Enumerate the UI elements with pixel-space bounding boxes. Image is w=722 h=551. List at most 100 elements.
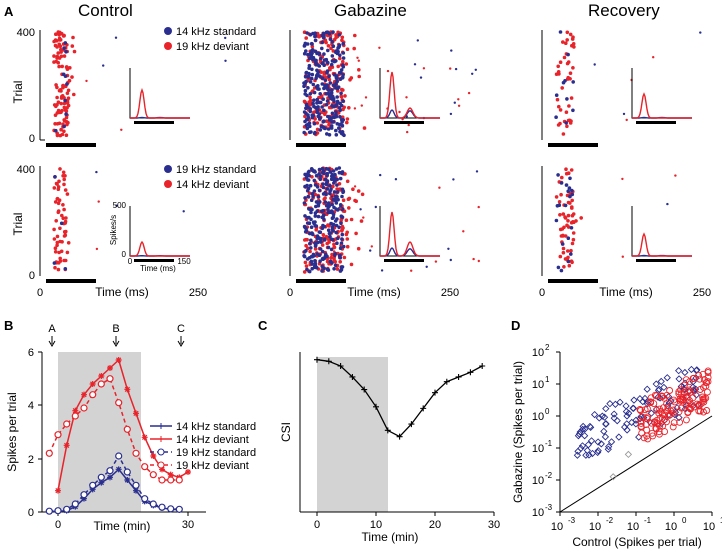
spike-dot-deviant — [53, 246, 58, 250]
spike-dot-deviant — [347, 106, 351, 110]
csi-point — [443, 378, 450, 385]
scatter-point-standard — [622, 402, 630, 410]
data-point — [72, 407, 79, 414]
spike-dot-standard — [554, 115, 558, 119]
spike-dot-standard — [334, 201, 339, 205]
scatter-point-deviant — [697, 400, 705, 408]
data-point — [54, 431, 62, 439]
spike-dot-standard — [320, 40, 325, 45]
inset-xtick-0: 0 — [128, 257, 133, 266]
spike-dot-spontaneous — [454, 67, 458, 71]
spike-dot-spontaneous — [356, 56, 359, 59]
spike-dot-standard — [306, 86, 310, 90]
spike-dot-spontaneous — [474, 68, 477, 72]
scatter-point-standard — [681, 368, 689, 377]
spike-dot-deviant — [310, 175, 314, 179]
spike-dot-standard — [313, 34, 318, 38]
spike-dot-deviant — [55, 234, 60, 239]
spike-dot-spontaneous — [95, 170, 98, 174]
spike-dot-deviant — [304, 237, 308, 242]
spike-dot-deviant — [566, 213, 571, 218]
scatter-point-deviant — [695, 371, 703, 379]
spike-dot-standard — [315, 236, 320, 241]
spike-dot-standard — [338, 203, 343, 207]
spike-dot-deviant — [55, 182, 59, 186]
spike-dot-standard — [308, 33, 313, 37]
spike-dot-deviant — [564, 110, 569, 114]
column-title-control: Control — [78, 1, 133, 20]
spike-dot-standard — [334, 75, 339, 80]
spike-dot-deviant — [64, 216, 68, 220]
spike-dot-spontaneous — [97, 200, 100, 203]
spike-dot-standard — [302, 130, 307, 135]
scatter-point-standard — [611, 400, 620, 408]
scatter-point-deviant — [665, 411, 673, 419]
spike-dot-deviant — [53, 122, 57, 126]
spike-dot-standard — [568, 176, 572, 181]
scatter-point-deviant — [644, 413, 652, 421]
spike-dot-deviant — [354, 231, 358, 236]
csi-point — [420, 405, 427, 412]
scatter-point-standard — [677, 382, 685, 391]
spike-dot-deviant — [302, 270, 307, 274]
spike-dot-deviant — [71, 35, 75, 40]
spike-dot-standard — [331, 215, 336, 220]
spike-dot-spontaneous — [362, 216, 365, 219]
ytick-label-d: 10 — [532, 347, 544, 359]
spike-dot-standard — [336, 236, 340, 241]
scatter-point-deviant — [654, 420, 662, 428]
scatter-point-standard — [625, 409, 633, 417]
spike-dot-deviant — [62, 207, 66, 212]
spike-dot-deviant — [55, 39, 59, 43]
scatter-point-standard — [602, 420, 610, 428]
spike-dot-deviant — [335, 267, 340, 271]
spike-dot-deviant — [561, 40, 565, 44]
spike-dot-deviant — [571, 220, 575, 224]
scatter-point-standard — [610, 410, 618, 418]
spike-dot-standard — [324, 92, 329, 96]
spike-dot-standard — [337, 126, 341, 130]
spike-dot-deviant — [61, 216, 65, 220]
spike-dot-deviant — [562, 55, 567, 60]
spike-dot-spontaneous — [425, 265, 428, 268]
psth-deviant-line — [130, 240, 190, 257]
spike-dot-spontaneous — [353, 107, 357, 110]
scatter-point-standard — [623, 426, 631, 434]
spike-dot-standard — [305, 117, 310, 122]
data-point — [106, 375, 114, 383]
scatter-point-deviant — [659, 404, 667, 412]
scatter-point-deviant — [693, 400, 701, 408]
spike-dot-standard — [311, 252, 316, 257]
spike-dot-standard — [336, 197, 340, 202]
spike-dot-deviant — [338, 56, 342, 61]
spike-dot-deviant — [359, 219, 364, 223]
spike-dot-deviant — [351, 187, 355, 191]
spike-dot-standard — [338, 246, 343, 250]
spike-dot-deviant — [562, 265, 566, 269]
spike-dot-deviant — [340, 224, 345, 229]
spike-dot-standard — [322, 36, 326, 40]
csi-point — [314, 356, 320, 363]
spike-dot-standard — [571, 80, 575, 84]
spike-dot-standard — [322, 224, 327, 229]
inset-stimulus-bar — [134, 121, 174, 124]
scatter-point-standard — [588, 449, 597, 458]
spike-dot-standard — [332, 190, 337, 194]
spike-dot-standard — [312, 104, 316, 109]
spike-dot-standard — [319, 56, 323, 61]
spike-dot-standard — [317, 230, 322, 234]
spike-dot-deviant — [62, 54, 67, 58]
scatter-point-deviant — [643, 426, 651, 434]
spike-dot-standard — [338, 108, 343, 113]
scatter-point-standard — [597, 440, 605, 448]
spike-dot-standard — [327, 118, 332, 122]
spike-dot-standard — [323, 191, 327, 195]
scatter-point-standard — [602, 405, 610, 413]
scatter-point-standard — [573, 451, 582, 459]
spike-dot-standard — [313, 214, 318, 218]
spike-dot-spontaneous — [699, 31, 702, 34]
spike-dot-standard — [322, 52, 326, 56]
spike-dot-standard — [316, 195, 321, 199]
spike-dot-standard — [340, 265, 345, 269]
spike-dot-deviant — [62, 129, 66, 134]
